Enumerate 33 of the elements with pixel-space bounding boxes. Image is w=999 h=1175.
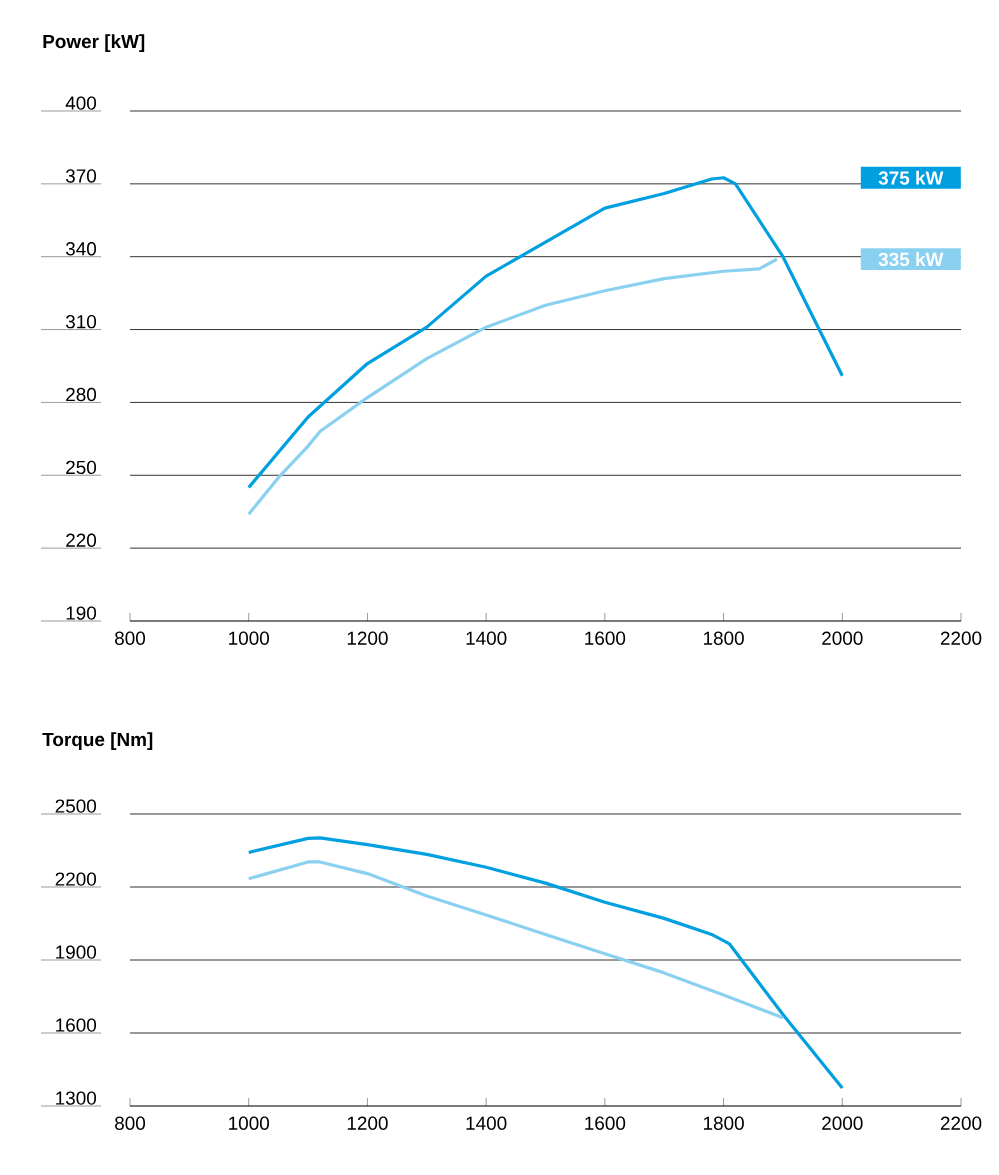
chart-title: Torque [Nm] bbox=[42, 732, 153, 750]
x-tick-label: 2200 bbox=[940, 631, 982, 645]
x-tick-label: 2000 bbox=[822, 631, 863, 645]
text: 375 kW bbox=[878, 170, 944, 185]
y-tick-label: 250 bbox=[66, 460, 97, 475]
x-tick-label: 1000 bbox=[229, 631, 270, 645]
y-tick-label: 2200 bbox=[55, 872, 97, 886]
chart-title: Power [kW] bbox=[43, 34, 145, 52]
y-tick-label: 400 bbox=[65, 96, 97, 110]
x-tick-label: 1400 bbox=[466, 1116, 507, 1130]
y-tick-label: 370 bbox=[65, 169, 97, 183]
y-tick-label: 1900 bbox=[56, 945, 97, 959]
text: 335 kW bbox=[878, 252, 944, 267]
x-tick-label: 1800 bbox=[703, 1116, 744, 1130]
x-tick-label: 1200 bbox=[347, 1116, 388, 1130]
y-tick-label: 220 bbox=[66, 533, 97, 547]
y-tick-label: 280 bbox=[66, 387, 97, 402]
x-tick-label: 1000 bbox=[229, 1116, 270, 1130]
x-tick-label: 1600 bbox=[585, 1116, 626, 1130]
y-tick-label: 340 bbox=[65, 242, 97, 256]
y-tick-label: 1300 bbox=[56, 1091, 97, 1105]
x-tick-label: 800 bbox=[115, 1116, 146, 1130]
x-tick-label: 1800 bbox=[703, 631, 744, 645]
y-tick-label: 310 bbox=[65, 314, 97, 329]
x-tick-label: 2200 bbox=[940, 1116, 982, 1130]
y-tick-label: 190 bbox=[66, 606, 97, 620]
x-tick-label: 1400 bbox=[466, 631, 507, 645]
y-tick-label: 1600 bbox=[56, 1018, 97, 1032]
x-tick-label: 1600 bbox=[585, 631, 626, 645]
x-tick-label: 800 bbox=[115, 631, 146, 645]
x-tick-label: 2000 bbox=[822, 1116, 863, 1130]
x-tick-label: 1200 bbox=[347, 631, 388, 645]
y-tick-label: 2500 bbox=[55, 799, 97, 813]
